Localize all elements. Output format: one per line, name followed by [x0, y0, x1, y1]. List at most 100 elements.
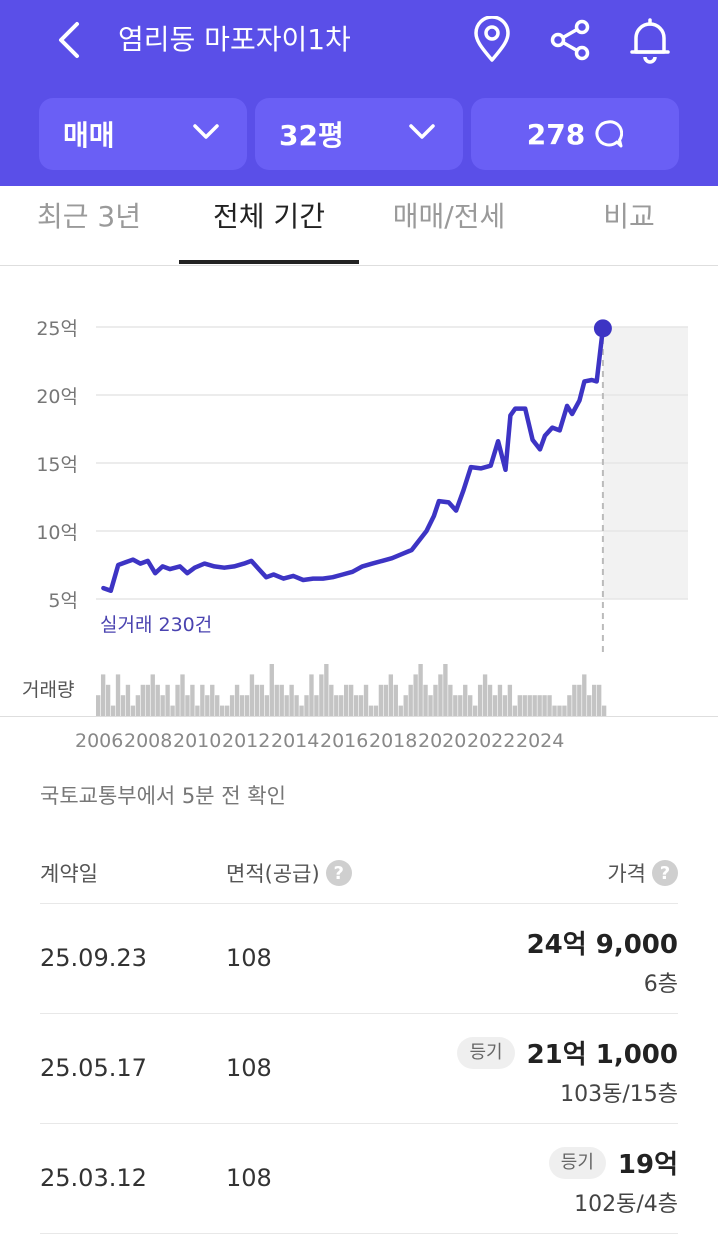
back-button[interactable]	[50, 18, 86, 62]
volume-bar	[512, 705, 518, 716]
volume-bar	[110, 705, 116, 716]
volume-bar	[413, 674, 418, 716]
volume-bar	[443, 664, 448, 716]
price-text: 24억 9,000	[526, 930, 678, 960]
volume-bar	[115, 674, 121, 716]
area-select[interactable]: 32평	[255, 98, 463, 170]
tab-all-period[interactable]: 전체 기간	[213, 200, 325, 233]
volume-bar	[532, 695, 537, 716]
volume-bar	[234, 684, 240, 716]
volume-bar	[205, 695, 210, 716]
app-header: 염리동 마포자이1차 매매 32평	[0, 0, 718, 186]
table-row[interactable]: 25.05.17 108 등기 21억 1,000 103동/15층	[40, 1014, 678, 1124]
chevron-down-icon	[409, 124, 435, 139]
contract-date: 25.05.17	[40, 1054, 147, 1082]
notification-button[interactable]	[624, 14, 676, 66]
volume-bar	[329, 684, 334, 716]
volume-bar	[537, 695, 542, 716]
volume-bar	[542, 695, 547, 716]
volume-bar	[249, 674, 255, 716]
registered-badge: 등기	[548, 1146, 606, 1179]
volume-bar	[403, 695, 408, 716]
col-contract-date-label: 계약일	[40, 862, 98, 886]
help-icon[interactable]: ?	[652, 860, 678, 886]
volume-bar	[200, 684, 205, 716]
volume-bar	[344, 684, 349, 716]
volume-bar	[398, 705, 403, 716]
y-tick-label: 10억	[36, 522, 78, 544]
page-title: 염리동 마포자이1차	[118, 23, 351, 56]
volume-bar	[567, 695, 572, 716]
y-tick-label: 20억	[36, 386, 78, 408]
contract-date: 25.03.12	[40, 1164, 147, 1192]
price-chart[interactable]: 25억 20억 15억 10억 5억 실거래 230건 거래량	[0, 266, 718, 716]
volume-bar	[433, 684, 438, 716]
volume-bar	[130, 705, 136, 716]
volume-bar	[577, 684, 582, 716]
volume-bar	[254, 684, 260, 716]
latest-price-dot	[593, 319, 612, 338]
volume-bar	[552, 705, 557, 716]
volume-bar	[215, 695, 220, 716]
volume-bar	[363, 684, 369, 716]
volume-bar	[388, 674, 394, 716]
location-button[interactable]	[466, 14, 518, 66]
share-icon	[550, 19, 590, 61]
volume-bar	[319, 674, 324, 716]
volume-bar	[309, 674, 314, 716]
volume-bar	[259, 684, 265, 716]
volume-bar	[517, 695, 522, 716]
map-pin-icon	[474, 16, 510, 62]
share-button[interactable]	[544, 14, 596, 66]
volume-bar	[220, 705, 225, 716]
x-tick-label: 2008	[124, 730, 173, 752]
volume-bar	[596, 684, 602, 716]
volume-bar	[210, 684, 215, 716]
volume-label: 거래량	[22, 679, 74, 701]
volume-bar	[314, 695, 319, 716]
volume-bar	[438, 674, 443, 716]
volume-bar	[547, 695, 552, 716]
volume-bar	[120, 695, 126, 716]
price-line	[101, 326, 606, 594]
table-row[interactable]: 25.03.12 108 등기 19억 102동/4층	[40, 1124, 678, 1234]
tab-compare[interactable]: 비교	[603, 200, 655, 233]
tab-recent-3y[interactable]: 최근 3년	[37, 200, 141, 233]
trade-count-annotation: 실거래 230건	[100, 614, 212, 636]
volume-bar	[185, 695, 190, 716]
area-value: 108	[226, 944, 272, 972]
volume-bar	[368, 705, 374, 716]
volume-bar	[463, 684, 468, 716]
volume-bar	[284, 695, 289, 716]
price-value: 등기 21억 1,000	[457, 1034, 678, 1071]
volume-bar	[348, 684, 354, 716]
volume-bar	[477, 684, 483, 716]
col-price-label: 가격	[607, 862, 646, 886]
deal-type-select[interactable]: 매매	[39, 98, 247, 170]
comments-button[interactable]: 278	[471, 98, 679, 170]
divider	[0, 716, 718, 717]
volume-bar	[482, 674, 488, 716]
x-tick-label: 2010	[173, 730, 222, 752]
volume-bar	[592, 684, 597, 716]
x-axis-years: 2006 2008 2010 2012 2014 2016 2018 2020 2022 2024	[0, 730, 718, 760]
volume-bar	[601, 705, 607, 716]
volume-bar	[453, 695, 458, 716]
volume-bar	[324, 664, 329, 716]
volume-bar	[562, 705, 567, 716]
tab-sale-lease[interactable]: 매매/전세	[392, 200, 506, 233]
volume-bar	[492, 695, 498, 716]
volume-bar	[125, 684, 131, 716]
volume-bar	[373, 705, 379, 716]
y-tick-label: 15억	[36, 454, 78, 476]
area-value: 108	[226, 1054, 272, 1082]
volume-bar	[428, 695, 433, 716]
price-text: 21억 1,000	[526, 1040, 678, 1070]
x-tick-label: 2014	[271, 730, 320, 752]
x-tick-label: 2012	[222, 730, 271, 752]
table-row[interactable]: 25.09.23 108 24억 9,000 6층	[40, 904, 678, 1014]
volume-bar	[334, 695, 339, 716]
help-icon[interactable]: ?	[325, 860, 352, 886]
bell-icon	[630, 18, 670, 64]
